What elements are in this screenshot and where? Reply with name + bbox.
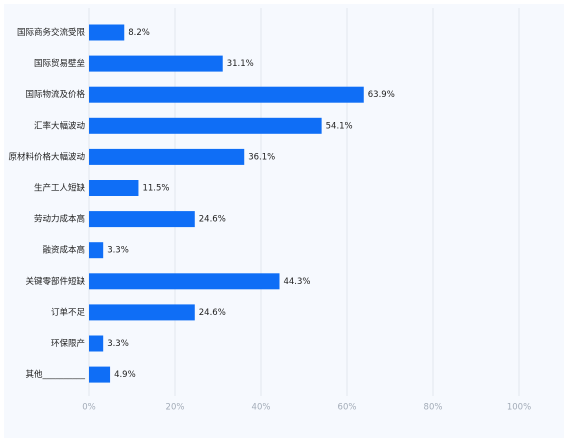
bar <box>89 24 125 41</box>
value-labels: 8.2% 31.1% 63.9% 54.1% 36.1% 11.5% 24.6% 3.3% 44… <box>107 28 395 380</box>
bar <box>89 242 104 259</box>
value-label: 4.9% <box>114 370 136 380</box>
value-label: 24.6% <box>199 215 226 225</box>
bar <box>89 180 139 196</box>
x-tick-labels: 0% 20% 40% 60% 80% 100% <box>82 403 531 413</box>
x-tick-label: 60% <box>338 403 357 413</box>
bar <box>89 304 195 321</box>
category-label: 关键零部件短缺 <box>25 276 85 287</box>
bar <box>89 273 280 290</box>
category-label: 汇率大幅波动 <box>34 120 86 131</box>
bar <box>89 148 245 165</box>
category-label: 国际商务交流受限 <box>17 27 86 38</box>
bars <box>89 24 364 383</box>
bar <box>89 366 111 383</box>
value-label: 31.1% <box>227 59 254 69</box>
x-tick-label: 20% <box>166 403 185 413</box>
x-tick-label: 80% <box>424 403 443 413</box>
value-label: 3.3% <box>107 339 129 349</box>
value-label: 63.9% <box>368 90 395 100</box>
category-labels: 国际商务交流受限国际贸易壁垒国际物流及价格汇率大幅波动原材料价格大幅波动生产工人… <box>8 27 85 380</box>
category-label: 其他__________ <box>25 369 85 380</box>
category-label: 订单不足 <box>51 307 86 318</box>
value-label: 54.1% <box>326 121 353 131</box>
value-label: 44.3% <box>283 277 310 287</box>
bar <box>89 117 322 134</box>
category-label: 原材料价格大幅波动 <box>8 151 85 162</box>
chart-panel: 国际商务交流受限国际贸易壁垒国际物流及价格汇率大幅波动原材料价格大幅波动生产工人… <box>4 4 564 438</box>
bar <box>89 335 104 352</box>
value-label: 3.3% <box>107 246 129 256</box>
bar-chart: 国际商务交流受限国际贸易壁垒国际物流及价格汇率大幅波动原材料价格大幅波动生产工人… <box>8 8 531 413</box>
bar <box>89 86 364 103</box>
x-tick-label: 40% <box>252 403 271 413</box>
category-label: 环保限产 <box>51 338 85 349</box>
value-label: 36.1% <box>248 152 275 162</box>
x-tick-label: 100% <box>507 403 531 413</box>
category-label: 融资成本高 <box>42 245 85 256</box>
bar <box>89 55 223 72</box>
x-tick-label: 0% <box>82 403 96 413</box>
value-label: 24.6% <box>199 308 226 318</box>
gridlines <box>88 8 520 396</box>
value-label: 8.2% <box>128 28 150 38</box>
category-label: 生产工人短缺 <box>34 183 86 194</box>
category-label: 国际物流及价格 <box>25 89 85 100</box>
category-label: 劳动力成本高 <box>34 214 85 225</box>
category-label: 国际贸易壁垒 <box>34 58 86 69</box>
bar <box>89 211 195 228</box>
value-label: 11.5% <box>142 184 169 194</box>
